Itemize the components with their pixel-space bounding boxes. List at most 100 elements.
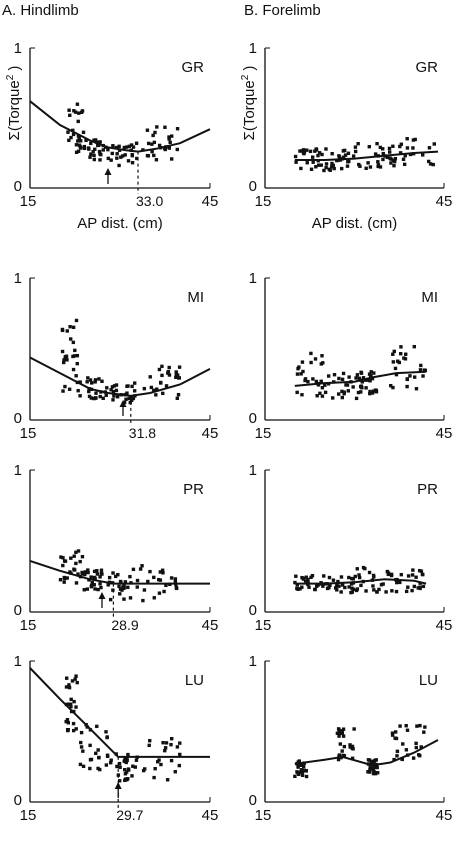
data-point — [86, 146, 91, 150]
data-point — [123, 772, 128, 776]
data-point — [75, 102, 80, 106]
data-point — [74, 674, 78, 678]
data-point — [83, 572, 87, 577]
data-point — [359, 390, 363, 394]
data-point — [123, 778, 127, 783]
data-point — [330, 152, 334, 156]
data-point — [124, 397, 128, 401]
data-point — [74, 550, 78, 554]
data-point — [87, 389, 91, 394]
data-point — [395, 749, 400, 754]
data-point — [366, 161, 370, 165]
threshold-label: 33.0 — [136, 193, 163, 209]
data-point — [131, 396, 136, 401]
data-point — [161, 740, 165, 745]
threshold-label: 29.7 — [116, 807, 143, 823]
data-point — [299, 149, 304, 153]
data-point — [336, 757, 341, 762]
data-point — [78, 762, 83, 767]
data-point — [65, 358, 69, 362]
data-point — [76, 139, 80, 143]
data-point — [117, 163, 121, 168]
data-point — [109, 388, 113, 392]
data-point — [366, 758, 371, 762]
data-point — [115, 395, 120, 399]
data-point — [305, 161, 309, 165]
data-point — [401, 157, 406, 162]
data-point — [408, 374, 412, 378]
data-point — [121, 586, 125, 590]
data-point — [350, 756, 355, 760]
data-point — [167, 373, 172, 377]
data-point — [327, 575, 332, 580]
y-axis-label: Σ(Torque2 ) — [240, 66, 258, 141]
data-point — [356, 390, 361, 395]
data-point — [351, 385, 355, 389]
data-point — [142, 588, 147, 592]
data-point — [391, 360, 396, 364]
data-point — [85, 587, 90, 591]
data-point — [367, 372, 372, 376]
data-point — [414, 741, 418, 746]
data-point — [165, 778, 170, 782]
data-point — [419, 745, 423, 749]
data-point — [71, 340, 76, 345]
data-point — [154, 393, 158, 397]
data-point — [300, 585, 304, 589]
data-point — [301, 577, 306, 581]
data-point — [98, 394, 102, 399]
data-point — [340, 389, 344, 394]
muscle-label: GR — [182, 59, 205, 76]
panel-a-lu: 1 015 45 LU 29.7 — [14, 653, 219, 824]
data-point — [340, 583, 345, 587]
data-point — [320, 354, 324, 358]
data-point — [412, 375, 417, 379]
data-point — [75, 680, 79, 685]
data-point — [169, 157, 174, 161]
data-point — [314, 165, 318, 169]
data-point — [129, 143, 134, 147]
data-point — [406, 585, 410, 589]
data-point — [62, 358, 66, 362]
data-point — [392, 757, 396, 762]
data-point — [354, 396, 359, 401]
data-point — [294, 574, 298, 578]
data-point — [76, 149, 81, 153]
data-point — [95, 569, 99, 573]
data-point — [416, 586, 420, 590]
data-point — [367, 570, 372, 575]
data-point — [301, 369, 305, 374]
data-point — [415, 724, 419, 728]
data-point — [157, 758, 161, 762]
data-point — [94, 751, 98, 756]
data-point — [371, 768, 376, 772]
y-tick-label: 1 — [249, 462, 257, 479]
data-point — [333, 586, 338, 590]
data-point — [405, 377, 409, 382]
data-point — [101, 148, 105, 152]
data-point — [351, 747, 355, 751]
data-point — [167, 146, 171, 150]
data-point — [367, 144, 372, 149]
data-point — [133, 381, 137, 385]
fit-line — [294, 739, 439, 767]
data-point — [357, 162, 361, 167]
data-point — [405, 728, 410, 732]
data-point — [350, 744, 355, 749]
data-point — [152, 575, 156, 580]
data-point — [152, 153, 156, 158]
data-point — [169, 576, 174, 580]
data-point — [389, 573, 394, 578]
data-point — [359, 384, 364, 388]
data-point — [65, 718, 70, 722]
data-point — [332, 372, 337, 377]
data-point — [124, 770, 129, 774]
data-point — [93, 576, 97, 580]
data-point — [342, 148, 347, 153]
data-point — [304, 774, 309, 779]
x-tick-label: 15 — [20, 193, 37, 210]
data-point — [124, 145, 129, 149]
data-point — [149, 385, 154, 390]
data-point — [371, 584, 375, 588]
data-point — [298, 587, 302, 591]
